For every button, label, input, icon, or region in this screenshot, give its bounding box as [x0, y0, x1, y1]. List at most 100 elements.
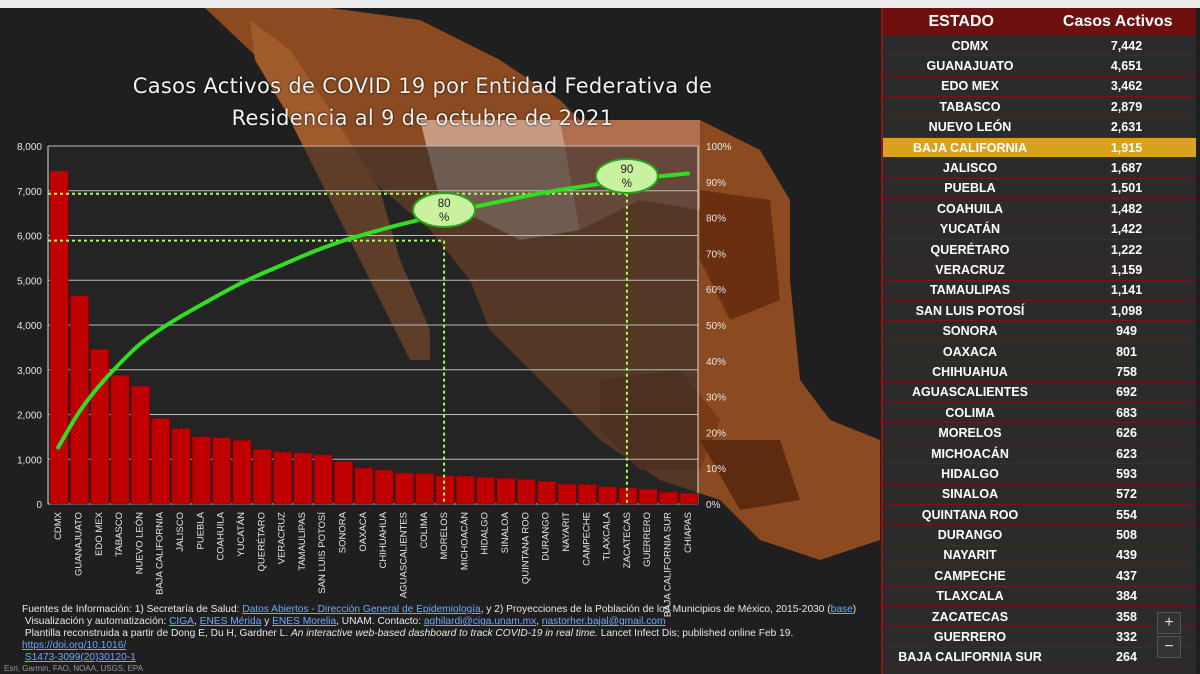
- link-ciga[interactable]: CIGA: [169, 616, 194, 627]
- row-casos: 2,631: [1110, 120, 1143, 135]
- zoom-out-button[interactable]: −: [1157, 636, 1181, 658]
- row-estado: PUEBLA: [944, 181, 996, 196]
- row-estado: GUANAJUATO: [926, 59, 1014, 74]
- y-tick-label: 3,000: [17, 366, 42, 377]
- y-tick-label: 2,000: [17, 411, 42, 422]
- bar: [496, 478, 516, 505]
- sources-line1-suffix: , y 2) Proyecciones de la Población de l…: [480, 604, 831, 615]
- table-row: YUCATÁN 1,422: [883, 220, 1196, 240]
- y2-tick-label: 70%: [706, 249, 726, 260]
- sep: ,: [193, 616, 200, 627]
- table-row: CDMX 7,442: [883, 36, 1196, 57]
- x-tick-label: YUCATÁN: [236, 512, 247, 557]
- bar: [456, 475, 475, 505]
- bar: [374, 469, 394, 505]
- bar: [577, 484, 597, 505]
- y-axis-labels: 0 1,000 2,000 3,000 4,000 5,000 6,000 7,000 8,00…: [17, 142, 42, 511]
- y-tick-label: 6,000: [17, 232, 42, 243]
- header-estado: ESTADO: [928, 13, 994, 30]
- bar: [415, 473, 435, 505]
- link-enes-merida[interactable]: ENES Mérida: [199, 616, 262, 627]
- row-estado: ZACATECAS: [931, 609, 1009, 624]
- y2-tick-label: 10%: [706, 464, 726, 475]
- x-tick-label: VERACRUZ: [277, 512, 288, 564]
- x-tick-label: TABASCO: [114, 512, 125, 557]
- sources-line3-prefix: Plantilla reconstruida a partir de Dong …: [24, 628, 291, 639]
- row-casos: 1,422: [1110, 222, 1143, 237]
- y2-tick-label: 20%: [706, 428, 726, 439]
- x-tick-label: QUINTANA ROO: [520, 512, 531, 584]
- row-estado: QUINTANA ROO: [921, 507, 1019, 522]
- x-tick-label: TAMAULIPAS: [297, 512, 308, 571]
- row-casos: 758: [1116, 364, 1137, 379]
- bar: [476, 477, 496, 505]
- sources-line2-prefix: Visualización y automatización:: [24, 616, 170, 627]
- table-row: DURANGO 508: [883, 525, 1196, 546]
- contact-email-1[interactable]: aghilardi@ciga.unam.mx: [423, 616, 537, 627]
- row-casos: 332: [1116, 630, 1137, 645]
- row-estado: TAMAULIPAS: [929, 283, 1011, 298]
- row-estado: HIDALGO: [941, 466, 999, 481]
- x-tick-label: ZACATECAS: [622, 512, 633, 568]
- percent-markers: 80% 90%: [412, 158, 659, 229]
- percent-marker: [412, 192, 477, 229]
- y2-tick-label: 40%: [706, 357, 726, 368]
- x-tick-label: SAN LUIS POTOSÍ: [317, 512, 328, 594]
- bar: [131, 386, 150, 505]
- row-estado: BAJA CALIFORNIA: [912, 140, 1028, 155]
- y2-tick-label: 60%: [706, 285, 726, 296]
- table-row: SONORA 949: [883, 321, 1196, 342]
- row-estado: BAJA CALIFORNIA SUR: [898, 650, 1042, 665]
- row-casos: 949: [1116, 324, 1137, 339]
- sources-line2-mid: , UNAM. Contacto:: [336, 616, 424, 627]
- table-row: BAJA CALIFORNIA 1,915: [883, 137, 1196, 159]
- row-estado: CAMPECHE: [934, 568, 1006, 583]
- bar: [313, 454, 333, 505]
- contact-email-2[interactable]: nastorher.bajal@gmail.com: [541, 616, 666, 627]
- x-tick-label: EDO MEX: [94, 511, 105, 555]
- cumulative-curve: [56, 171, 690, 450]
- bar: [49, 170, 69, 505]
- table-row: CAMPECHE 437: [883, 566, 1196, 587]
- row-casos: 3,462: [1110, 79, 1143, 94]
- table-row: TLAXCALA 384: [883, 587, 1196, 607]
- sources-line1-end: ): [852, 604, 857, 615]
- row-casos: 593: [1116, 466, 1137, 481]
- sources-note: Fuentes de Información: 1) Secretaría de…: [22, 604, 892, 664]
- source-link-datos-abiertos[interactable]: Datos Abiertos - Dirección General de Ep…: [242, 604, 481, 615]
- southern-region: [700, 440, 800, 510]
- x-tick-label: MORELOS: [439, 512, 450, 560]
- x-tick-label: COLIMA: [419, 511, 430, 548]
- row-casos: 384: [1116, 589, 1137, 604]
- x-tick-label: SINALOA: [500, 511, 511, 553]
- row-casos: 2,879: [1110, 99, 1143, 114]
- x-tick-label: CAMPECHE: [581, 512, 592, 566]
- table-row: JALISCO 1,687: [883, 158, 1196, 179]
- doi-link[interactable]: https://doi.org/10.1016/: [22, 640, 127, 651]
- row-estado: COAHUILA: [937, 201, 1003, 216]
- zoom-in-button[interactable]: +: [1157, 612, 1181, 634]
- x-tick-label: JALISCO: [175, 512, 186, 552]
- table-body: CDMX 7,442 GUANAJUATO 4,651 EDO MEX 3,462 TABA…: [883, 36, 1196, 669]
- row-estado: MICHOACÁN: [931, 446, 1009, 461]
- table-row: COAHUILA 1,482: [883, 199, 1196, 220]
- link-enes-morelia[interactable]: ENES Morelia: [272, 616, 337, 627]
- table-row: NAYARIT 439: [883, 546, 1196, 567]
- bar: [110, 374, 130, 505]
- bar: [293, 452, 313, 505]
- row-casos: 508: [1116, 528, 1137, 543]
- x-tick-label: GUANAJUATO: [73, 512, 84, 576]
- y-tick-label: 5,000: [17, 276, 42, 287]
- table-row: PUEBLA 1,501: [883, 179, 1196, 200]
- x-tick-label: GUERRERO: [642, 512, 653, 567]
- doi-link-cont[interactable]: S1473-3099(20)30120-1: [24, 652, 136, 663]
- x-tick-label: AGUASCALIENTES: [398, 512, 409, 598]
- table-row: AGUASCALIENTES 692: [883, 383, 1196, 404]
- bar: [638, 488, 658, 505]
- x-tick-label: NAYARIT: [561, 512, 572, 552]
- table-row: CHIHUAHUA 758: [883, 362, 1196, 383]
- row-estado: GUERRERO: [933, 630, 1007, 645]
- bar: [557, 484, 577, 505]
- source-link-base[interactable]: base: [830, 604, 853, 615]
- row-casos: 683: [1116, 405, 1137, 420]
